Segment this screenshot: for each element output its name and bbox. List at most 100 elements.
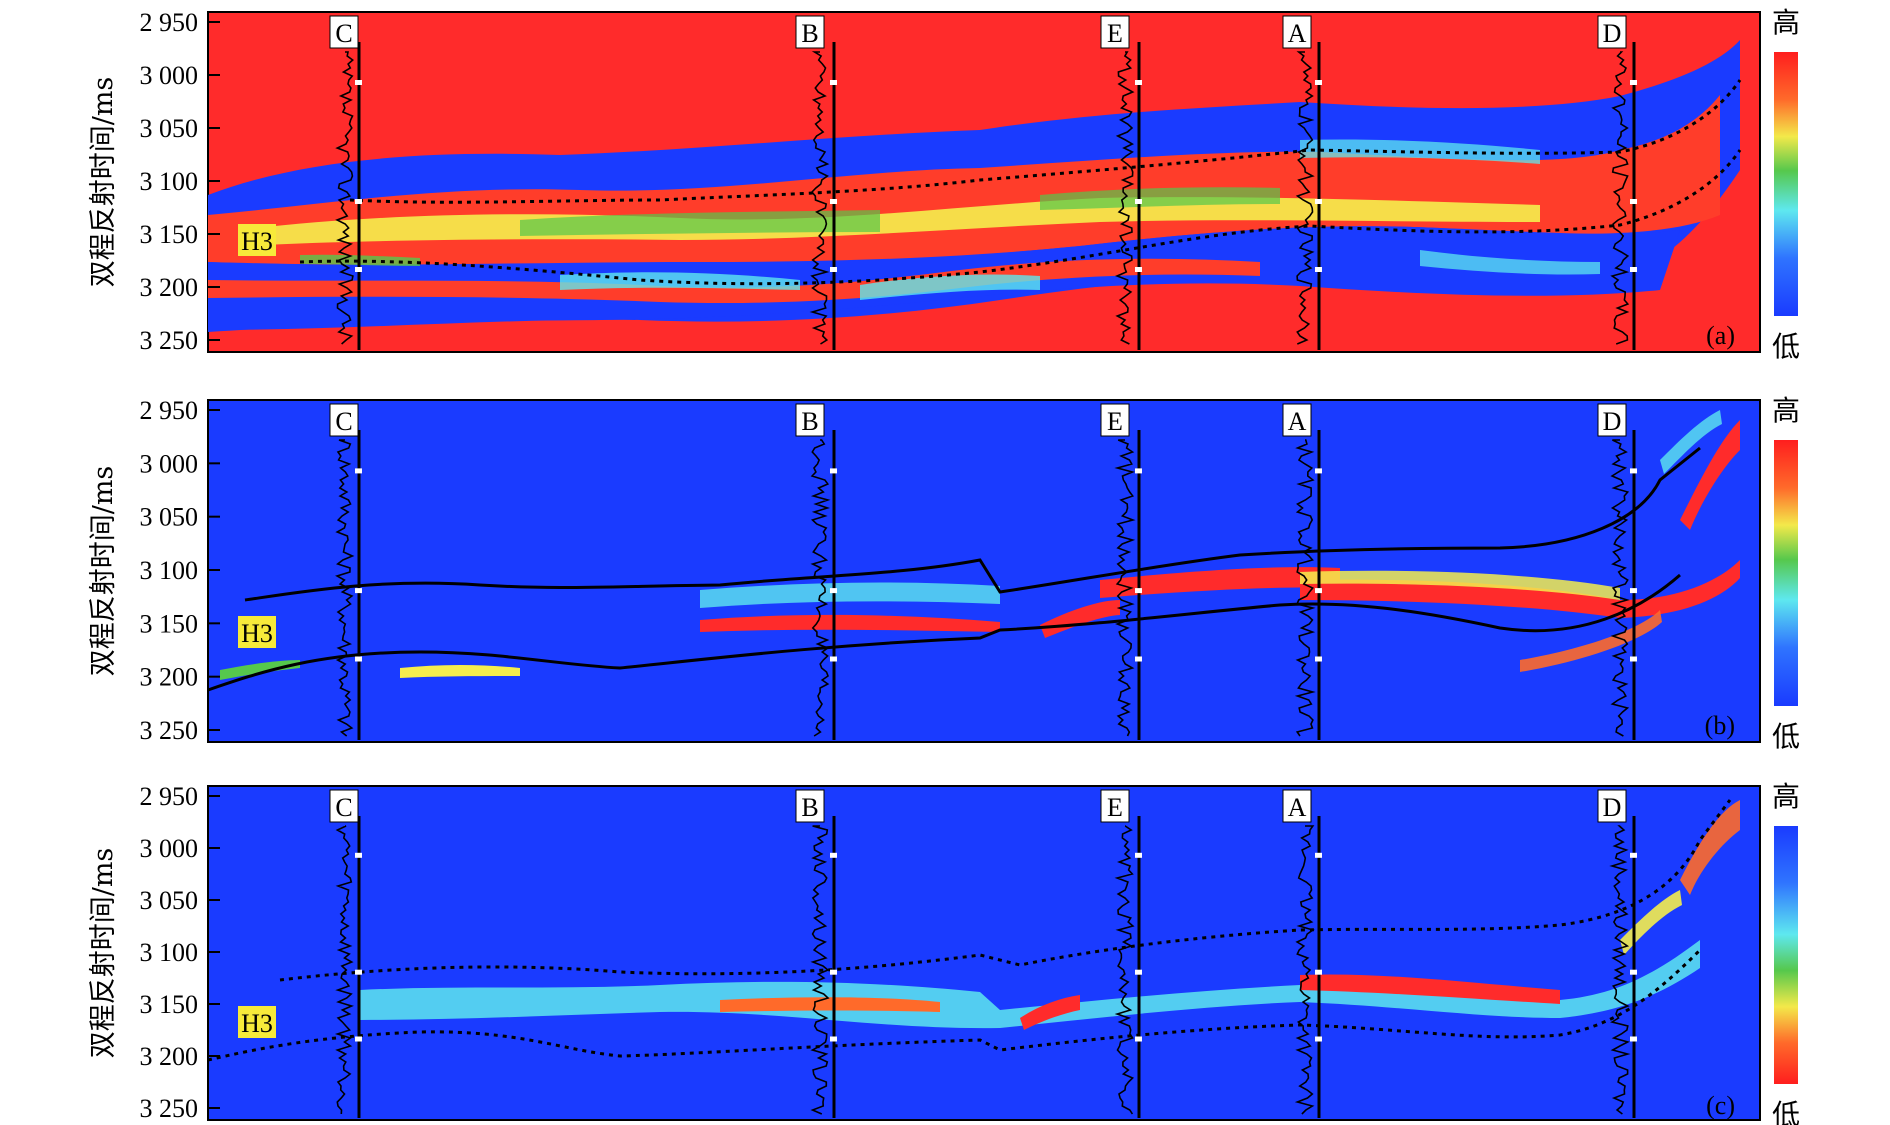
y-axis-panel-c: 2 950 3 000 3 050 3 100 3 150 3 200 3 250 双程反射时… [88,782,220,1123]
panel-a-label: (a) [1706,321,1735,350]
panel-c: (c) [207,785,1761,1121]
well-trace [810,825,830,1115]
well-e-log: E [1100,403,1142,740]
well-trace [1610,51,1630,345]
well-label-d: D [1597,789,1627,823]
well-trace [334,825,354,1115]
well-label-text: D [1603,407,1622,436]
y-tick-label: 3 100 [140,167,199,196]
color-scale-panel-a: 高低 [1772,6,1800,363]
y-axis-panel-a: 2 950 3 000 3 050 3 100 3 150 3 200 3 250 双程反射时… [88,8,220,355]
y-tick-label: 3 050 [140,503,199,532]
panel-b-horizon-top [244,446,1701,602]
well-label-c: C [329,403,359,437]
y-tick-label: 3 050 [140,114,199,143]
well-label-text: E [1107,19,1123,48]
y-tick-label: 3 100 [140,556,199,585]
y-tick-label: 3 150 [140,609,199,638]
well-label-text: A [1288,19,1307,48]
well-trace [810,439,831,737]
well-label-e: E [1100,15,1130,49]
well-e-log: E [1100,15,1142,350]
y-tick-label: 3 250 [140,1094,199,1123]
color-scale-high: 高 [1772,394,1800,427]
well-label-b: B [795,403,825,437]
panel-a-horizon-top [349,79,1742,204]
y-tick-label: 3 200 [140,273,199,302]
y-axis-panel-b: 2 950 3 000 3 050 3 100 3 150 3 200 3 250 双程反射时… [88,396,220,745]
color-scale-low: 低 [1772,330,1800,363]
well-trace [1294,825,1315,1115]
well-label-text: A [1288,407,1307,436]
well-label-b: B [795,789,825,823]
y-tick-label: 3 200 [140,1042,199,1071]
svg-text:H3: H3 [241,227,273,256]
well-label-text: C [335,19,352,48]
color-scale-high: 高 [1772,6,1800,39]
axes-layer: 2 950 3 000 3 050 3 100 3 150 3 200 3 250 双程反射时… [88,8,220,1123]
well-e-log: E [1100,789,1142,1118]
color-scale-panel-b: 高低 [1772,394,1800,753]
well-d-log: D [1597,789,1637,1118]
well-trace [1294,439,1316,737]
panel-c-horizon-top [279,799,1732,982]
wells-layer: C B E A D H3 C B E A D H3 C B E A D H3 [238,15,1637,1118]
well-label-a: A [1282,789,1312,823]
panel-b-seismic-band [220,410,1740,680]
y-tick-label: 3 000 [140,834,199,863]
well-label-text: D [1603,793,1622,822]
well-label-c: C [329,15,359,49]
well-b-log: B [795,403,837,740]
panel-a-horizon-base [299,149,1742,286]
well-label-text: C [335,793,352,822]
panel-b-horizon-base [207,573,1681,692]
well-label-e: E [1100,403,1130,437]
well-d-log: D [1597,15,1637,350]
well-b-log: B [795,789,837,1118]
y-tick-label: 2 950 [140,8,199,37]
horizon-label-h3: H3 [238,1006,276,1038]
well-label-e: E [1100,789,1130,823]
color-scale-high: 高 [1772,780,1800,813]
panel-a-seismic-band [208,40,1740,332]
color-scale-low: 低 [1772,720,1800,753]
y-tick-label: 3 150 [140,990,199,1019]
well-label-text: B [801,19,818,48]
well-trace [1114,51,1135,345]
panel-c-frame [207,785,1761,1121]
well-c-log: C [329,789,362,1118]
y-tick-label: 3 250 [140,326,199,355]
y-tick-label: 3 250 [140,716,199,745]
well-trace [1610,439,1630,737]
well-trace [809,51,830,345]
well-label-c: C [329,789,359,823]
well-a-log: A [1282,15,1322,350]
well-trace [335,51,354,345]
well-label-text: B [801,793,818,822]
svg-text:H3: H3 [241,619,273,648]
y-tick-label: 2 950 [140,782,199,811]
well-label-text: A [1288,793,1307,822]
color-scale-bar [1774,440,1798,706]
y-tick-label: 3 000 [140,61,199,90]
horizon-label-h3: H3 [238,616,276,648]
well-d-log: D [1597,403,1637,740]
well-label-a: A [1282,15,1312,49]
panel-b-label: (b) [1705,711,1735,740]
y-tick-label: 3 150 [140,220,199,249]
well-trace [1609,825,1631,1115]
well-trace [335,439,355,737]
well-c-log: C [329,15,362,350]
color-scale-bar [1774,826,1798,1084]
well-label-d: D [1597,403,1627,437]
well-label-a: A [1282,403,1312,437]
panel-b: (b) [207,399,1761,743]
well-label-text: E [1107,793,1123,822]
y-tick-label: 3 000 [140,449,199,478]
well-label-text: B [801,407,818,436]
svg-text:H3: H3 [241,1009,273,1038]
panel-b-frame [207,399,1761,743]
color-scale-bar [1774,52,1798,316]
